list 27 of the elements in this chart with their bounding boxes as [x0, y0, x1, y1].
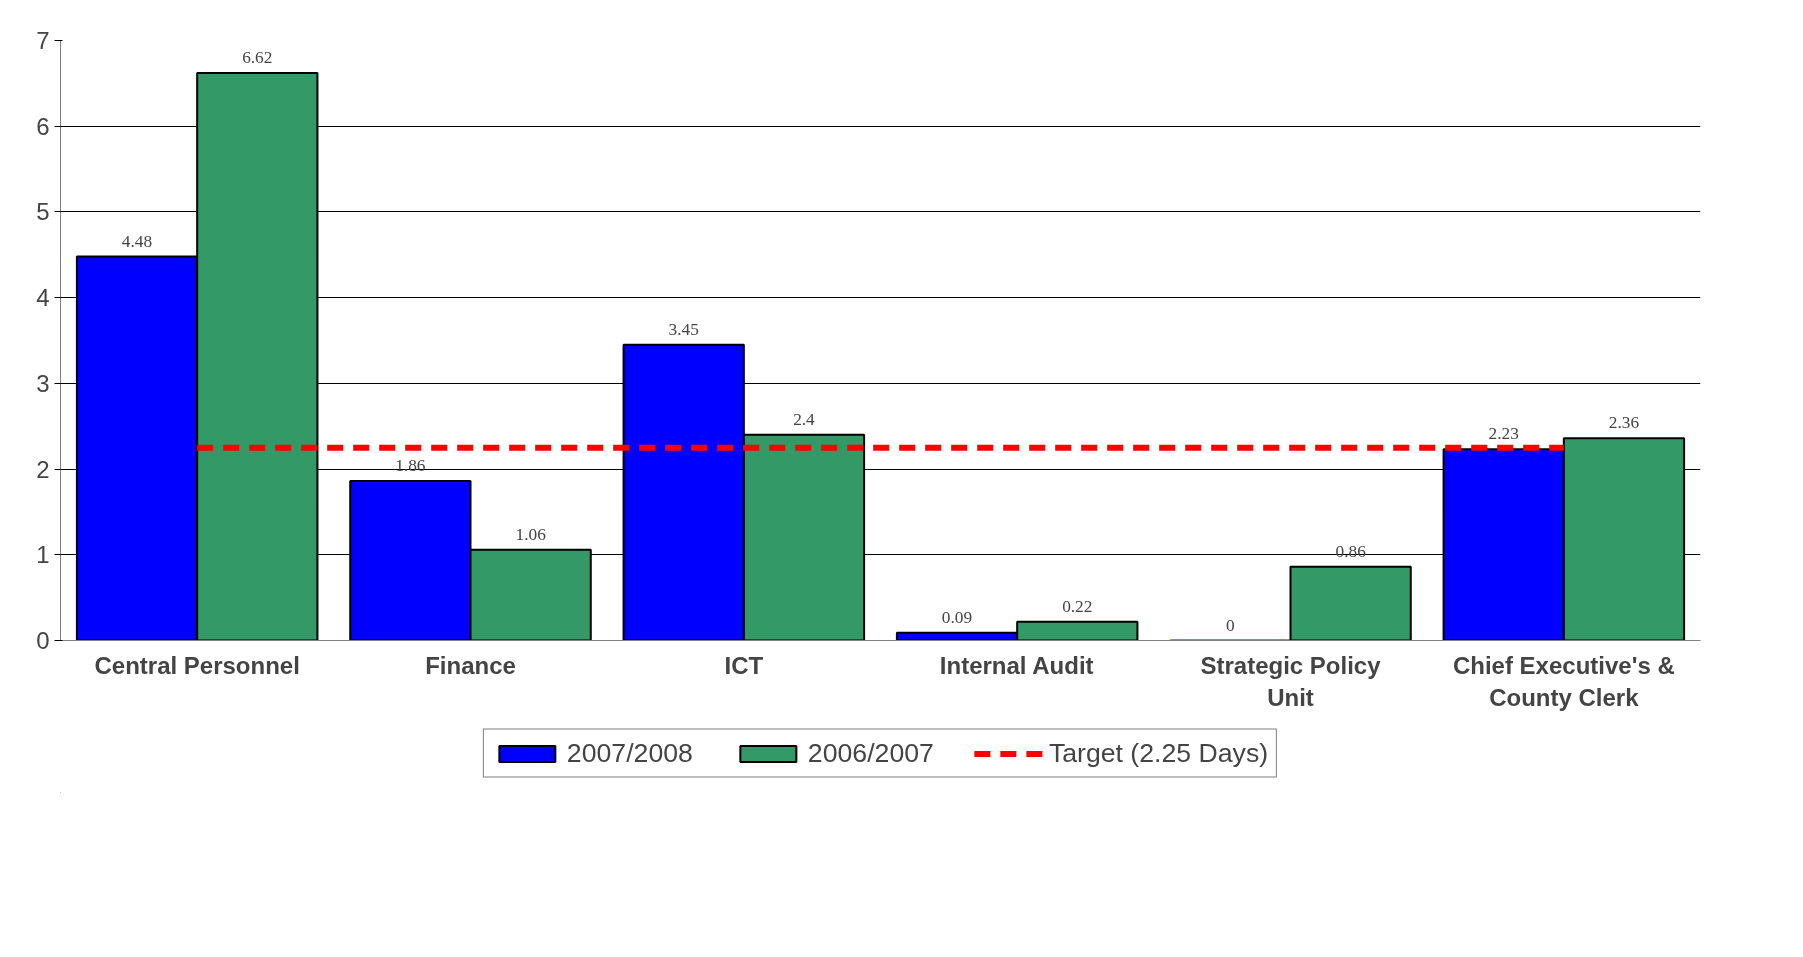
x-tick-label: Finance: [425, 651, 516, 679]
data-label: 4.48: [121, 231, 153, 251]
y-tick-label: 0: [36, 627, 50, 654]
y-tick-label: 2: [36, 455, 50, 483]
data-label: 0.22: [1062, 596, 1093, 616]
y-tick-label: 3: [36, 369, 50, 397]
y-tick-label: 6: [36, 112, 50, 140]
x-tick-label: Strategic Policy Unit: [1200, 651, 1382, 711]
data-label: 3.45: [668, 319, 699, 339]
x-tick-label: Internal Audit: [939, 651, 1094, 679]
data-label: 0.09: [941, 607, 973, 627]
x-tick-label: ICT: [724, 651, 764, 679]
data-label: 2.4: [793, 409, 816, 429]
data-label: 2.36: [1608, 413, 1640, 433]
legend-label: 2006/2007: [807, 737, 934, 769]
y-tick-label: 4: [36, 284, 50, 312]
data-label: 2.23: [1488, 424, 1519, 444]
data-label: 6.62: [242, 48, 273, 68]
y-tick-label: 5: [36, 198, 50, 226]
data-label: 1.06: [515, 524, 547, 544]
y-tick-label: 7: [36, 27, 50, 54]
data-label: 0: [1226, 615, 1235, 635]
x-tick-label: Central Personnel: [94, 651, 300, 679]
y-tick-label: 1: [36, 541, 50, 569]
x-tick-label: Chief Executive's & County Clerk: [1452, 651, 1675, 711]
legend-label: 2007/2008: [566, 737, 693, 769]
legend-label: Target (2.25 Days): [1048, 737, 1269, 769]
